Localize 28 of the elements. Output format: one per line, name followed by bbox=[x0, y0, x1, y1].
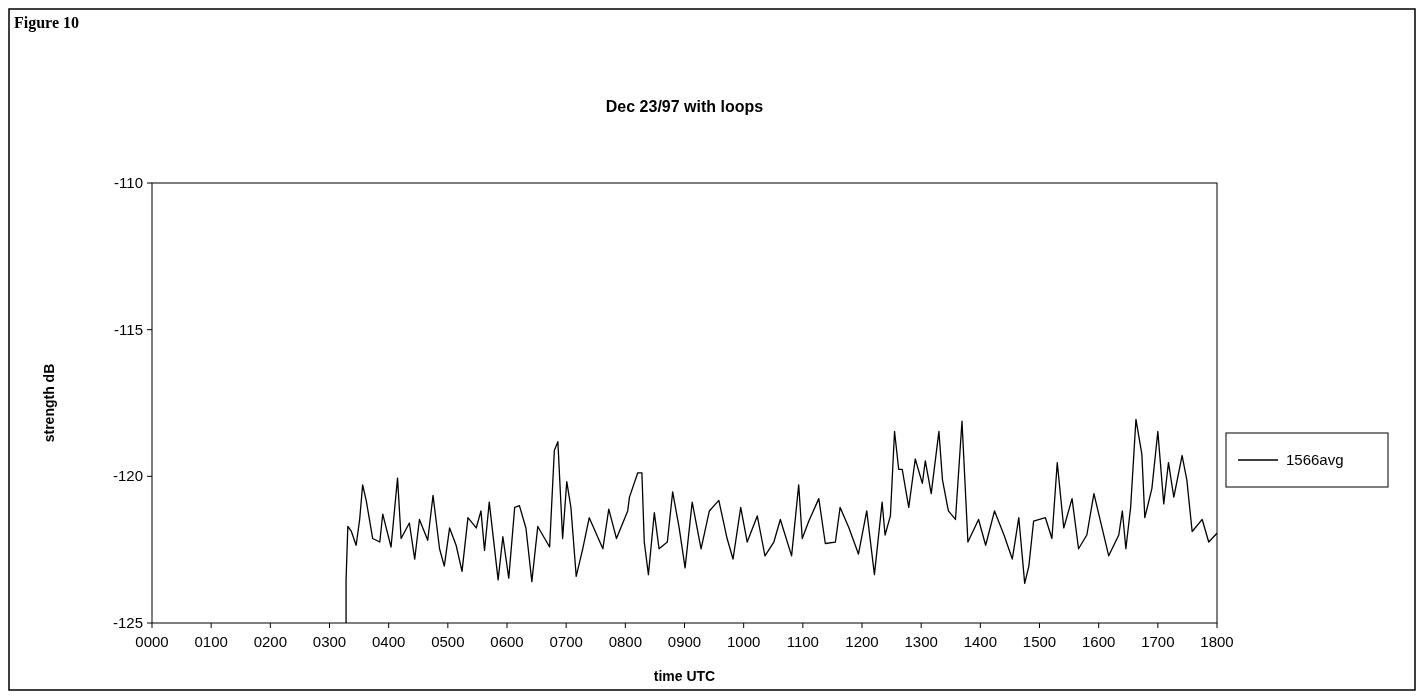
x-tick-label: 0500 bbox=[431, 633, 465, 650]
x-tick-label: 0700 bbox=[549, 633, 583, 650]
x-tick-label: 0300 bbox=[312, 633, 347, 650]
x-tick-label: 0600 bbox=[490, 633, 524, 650]
x-tick-label: 1100 bbox=[786, 633, 819, 650]
chart-title: Dec 23/97 with loops bbox=[605, 98, 764, 115]
y-axis-title: strength dB bbox=[41, 363, 57, 443]
y-tick-label: -115 bbox=[114, 320, 143, 338]
x-tick-label: 0200 bbox=[253, 633, 288, 650]
x-tick-label: 1200 bbox=[845, 633, 879, 650]
x-tick-label: 1000 bbox=[726, 633, 761, 650]
x-tick-label: 0100 bbox=[194, 633, 228, 650]
caption: Figure 10 bbox=[14, 14, 80, 32]
legend-label: 1566avg bbox=[1286, 451, 1344, 468]
x-tick-label: 1700 bbox=[1141, 633, 1175, 650]
x-axis-title: time UTC bbox=[653, 668, 716, 684]
y-tick-label: -120 bbox=[112, 467, 143, 485]
x-tick-label: 1300 bbox=[904, 633, 938, 650]
x-tick-label: 1400 bbox=[963, 633, 998, 650]
x-tick-label: 1800 bbox=[1200, 633, 1234, 650]
x-tick-label: 1500 bbox=[1022, 633, 1057, 650]
y-tick-label: -110 bbox=[114, 174, 143, 191]
y-tick-label: -125 bbox=[112, 614, 143, 631]
x-tick-label: 0800 bbox=[608, 633, 643, 650]
x-tick-label: 0000 bbox=[135, 633, 169, 650]
x-tick-label: 0400 bbox=[371, 633, 406, 650]
x-tick-label: 1600 bbox=[1081, 633, 1116, 650]
x-tick-label: 0900 bbox=[667, 633, 702, 650]
